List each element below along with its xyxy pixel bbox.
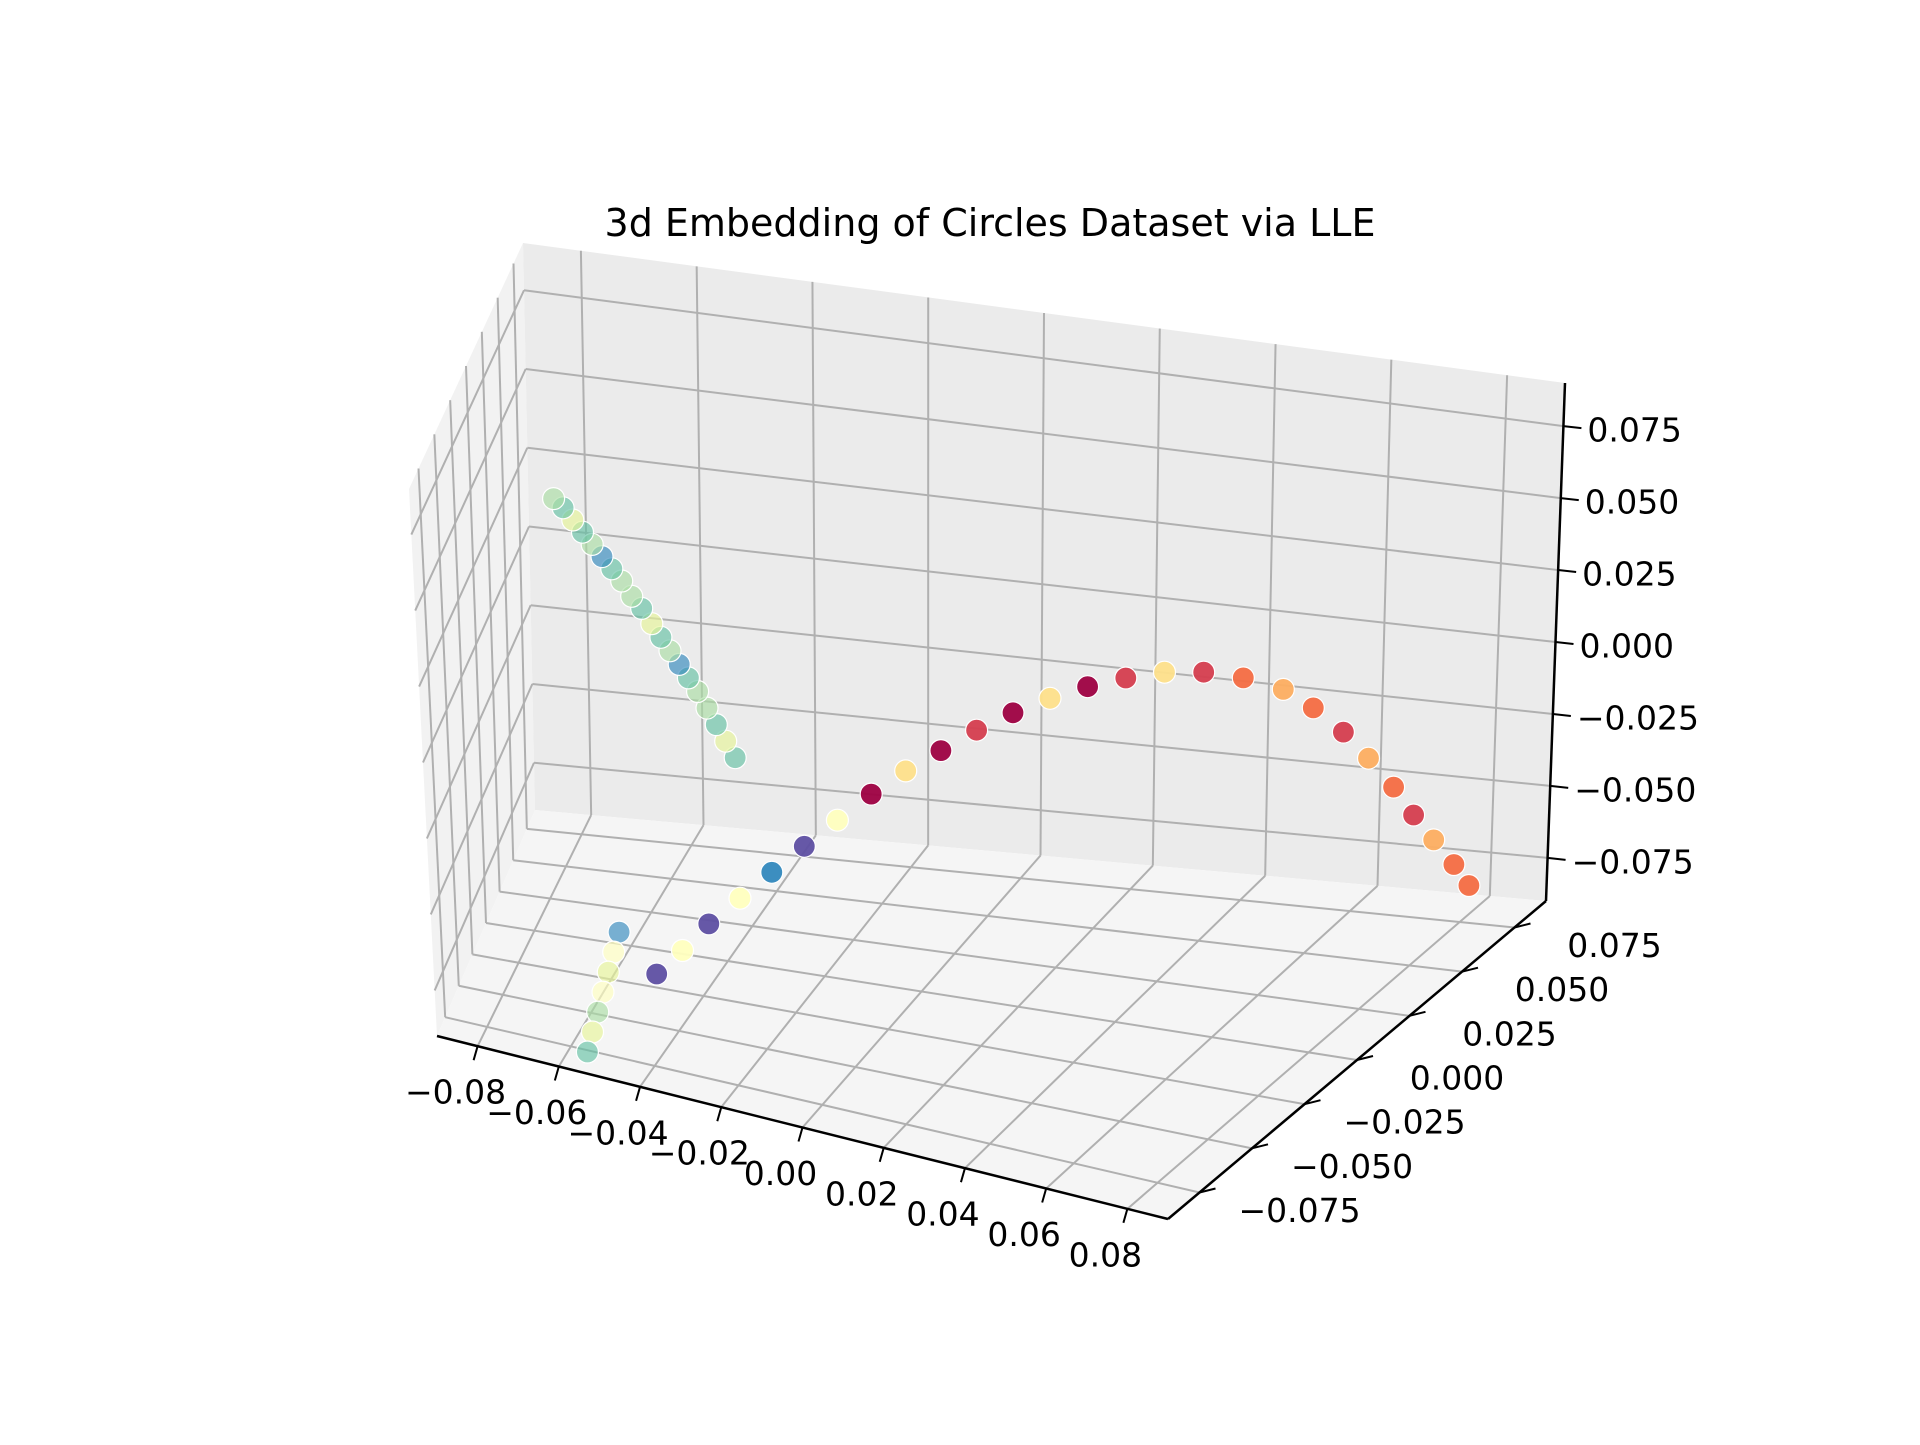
- data-point: [761, 861, 783, 883]
- data-point: [1002, 702, 1024, 724]
- z-tick-label: 0.025: [1582, 555, 1676, 594]
- z-tick-label: 0.075: [1587, 411, 1681, 450]
- data-point: [1458, 875, 1480, 897]
- z-tick: [1553, 714, 1571, 716]
- data-point: [930, 740, 952, 762]
- data-point: [1193, 661, 1215, 683]
- data-point: [826, 809, 848, 831]
- chart-title: 3d Embedding of Circles Dataset via LLE: [605, 201, 1376, 245]
- x-tick-label: 0.08: [1069, 1235, 1142, 1274]
- data-point: [582, 1021, 604, 1043]
- x-tick: [880, 1148, 884, 1162]
- z-tick-label: 0.000: [1580, 627, 1674, 666]
- data-point: [966, 719, 988, 741]
- y-tick-label: −0.025: [1343, 1103, 1465, 1142]
- x-tick-label: 0.00: [744, 1154, 817, 1193]
- data-point: [646, 963, 668, 985]
- data-point: [1039, 687, 1061, 709]
- data-point: [1332, 721, 1354, 743]
- data-point: [1232, 667, 1254, 689]
- data-point: [543, 488, 565, 510]
- x-tick: [474, 1046, 478, 1060]
- data-point: [860, 783, 882, 805]
- data-point: [1272, 678, 1294, 700]
- data-point: [729, 887, 751, 909]
- y-tick-label: 0.000: [1410, 1059, 1504, 1098]
- x-tick: [799, 1128, 803, 1142]
- z-tick: [1563, 426, 1581, 428]
- x-tick: [1042, 1189, 1046, 1203]
- data-point: [1358, 747, 1380, 769]
- x-tick-label: −0.02: [649, 1134, 750, 1173]
- z-tick: [1561, 498, 1579, 500]
- y-tick-label: −0.050: [1291, 1147, 1413, 1186]
- x-tick: [961, 1168, 965, 1182]
- data-point: [576, 1041, 598, 1063]
- data-point: [672, 940, 694, 962]
- data-point: [608, 921, 630, 943]
- data-point: [1423, 829, 1445, 851]
- x-tick: [1123, 1209, 1127, 1223]
- z-tick-label: −0.075: [1572, 842, 1694, 881]
- x-tick: [636, 1087, 640, 1101]
- x-tick: [717, 1107, 721, 1121]
- x-tick-label: 0.06: [987, 1215, 1060, 1254]
- data-point: [1077, 676, 1099, 698]
- data-point: [592, 981, 614, 1003]
- y-tick-label: −0.075: [1238, 1191, 1360, 1230]
- data-point: [597, 961, 619, 983]
- y-tick-label: 0.025: [1462, 1014, 1556, 1053]
- x-tick: [555, 1067, 559, 1081]
- data-point: [1302, 697, 1324, 719]
- data-point: [1154, 661, 1176, 683]
- z-tick: [1558, 570, 1576, 572]
- z-tick-label: −0.050: [1574, 770, 1696, 809]
- z-tick: [1556, 642, 1574, 644]
- data-point: [698, 913, 720, 935]
- data-point: [603, 941, 625, 963]
- data-point: [895, 760, 917, 782]
- data-point: [1443, 854, 1465, 876]
- data-point: [587, 1001, 609, 1023]
- data-point: [1115, 667, 1137, 689]
- x-tick-label: 0.02: [825, 1174, 898, 1213]
- z-tick: [1548, 858, 1566, 860]
- x-tick-label: 0.04: [906, 1195, 979, 1234]
- z-tick-label: −0.025: [1577, 698, 1699, 737]
- z-tick: [1550, 786, 1568, 788]
- data-point: [1383, 776, 1405, 798]
- data-point: [793, 835, 815, 857]
- y-tick-label: 0.050: [1515, 970, 1609, 1009]
- z-tick-label: 0.050: [1585, 483, 1679, 522]
- data-point: [1403, 804, 1425, 826]
- y-tick-label: 0.075: [1567, 926, 1661, 965]
